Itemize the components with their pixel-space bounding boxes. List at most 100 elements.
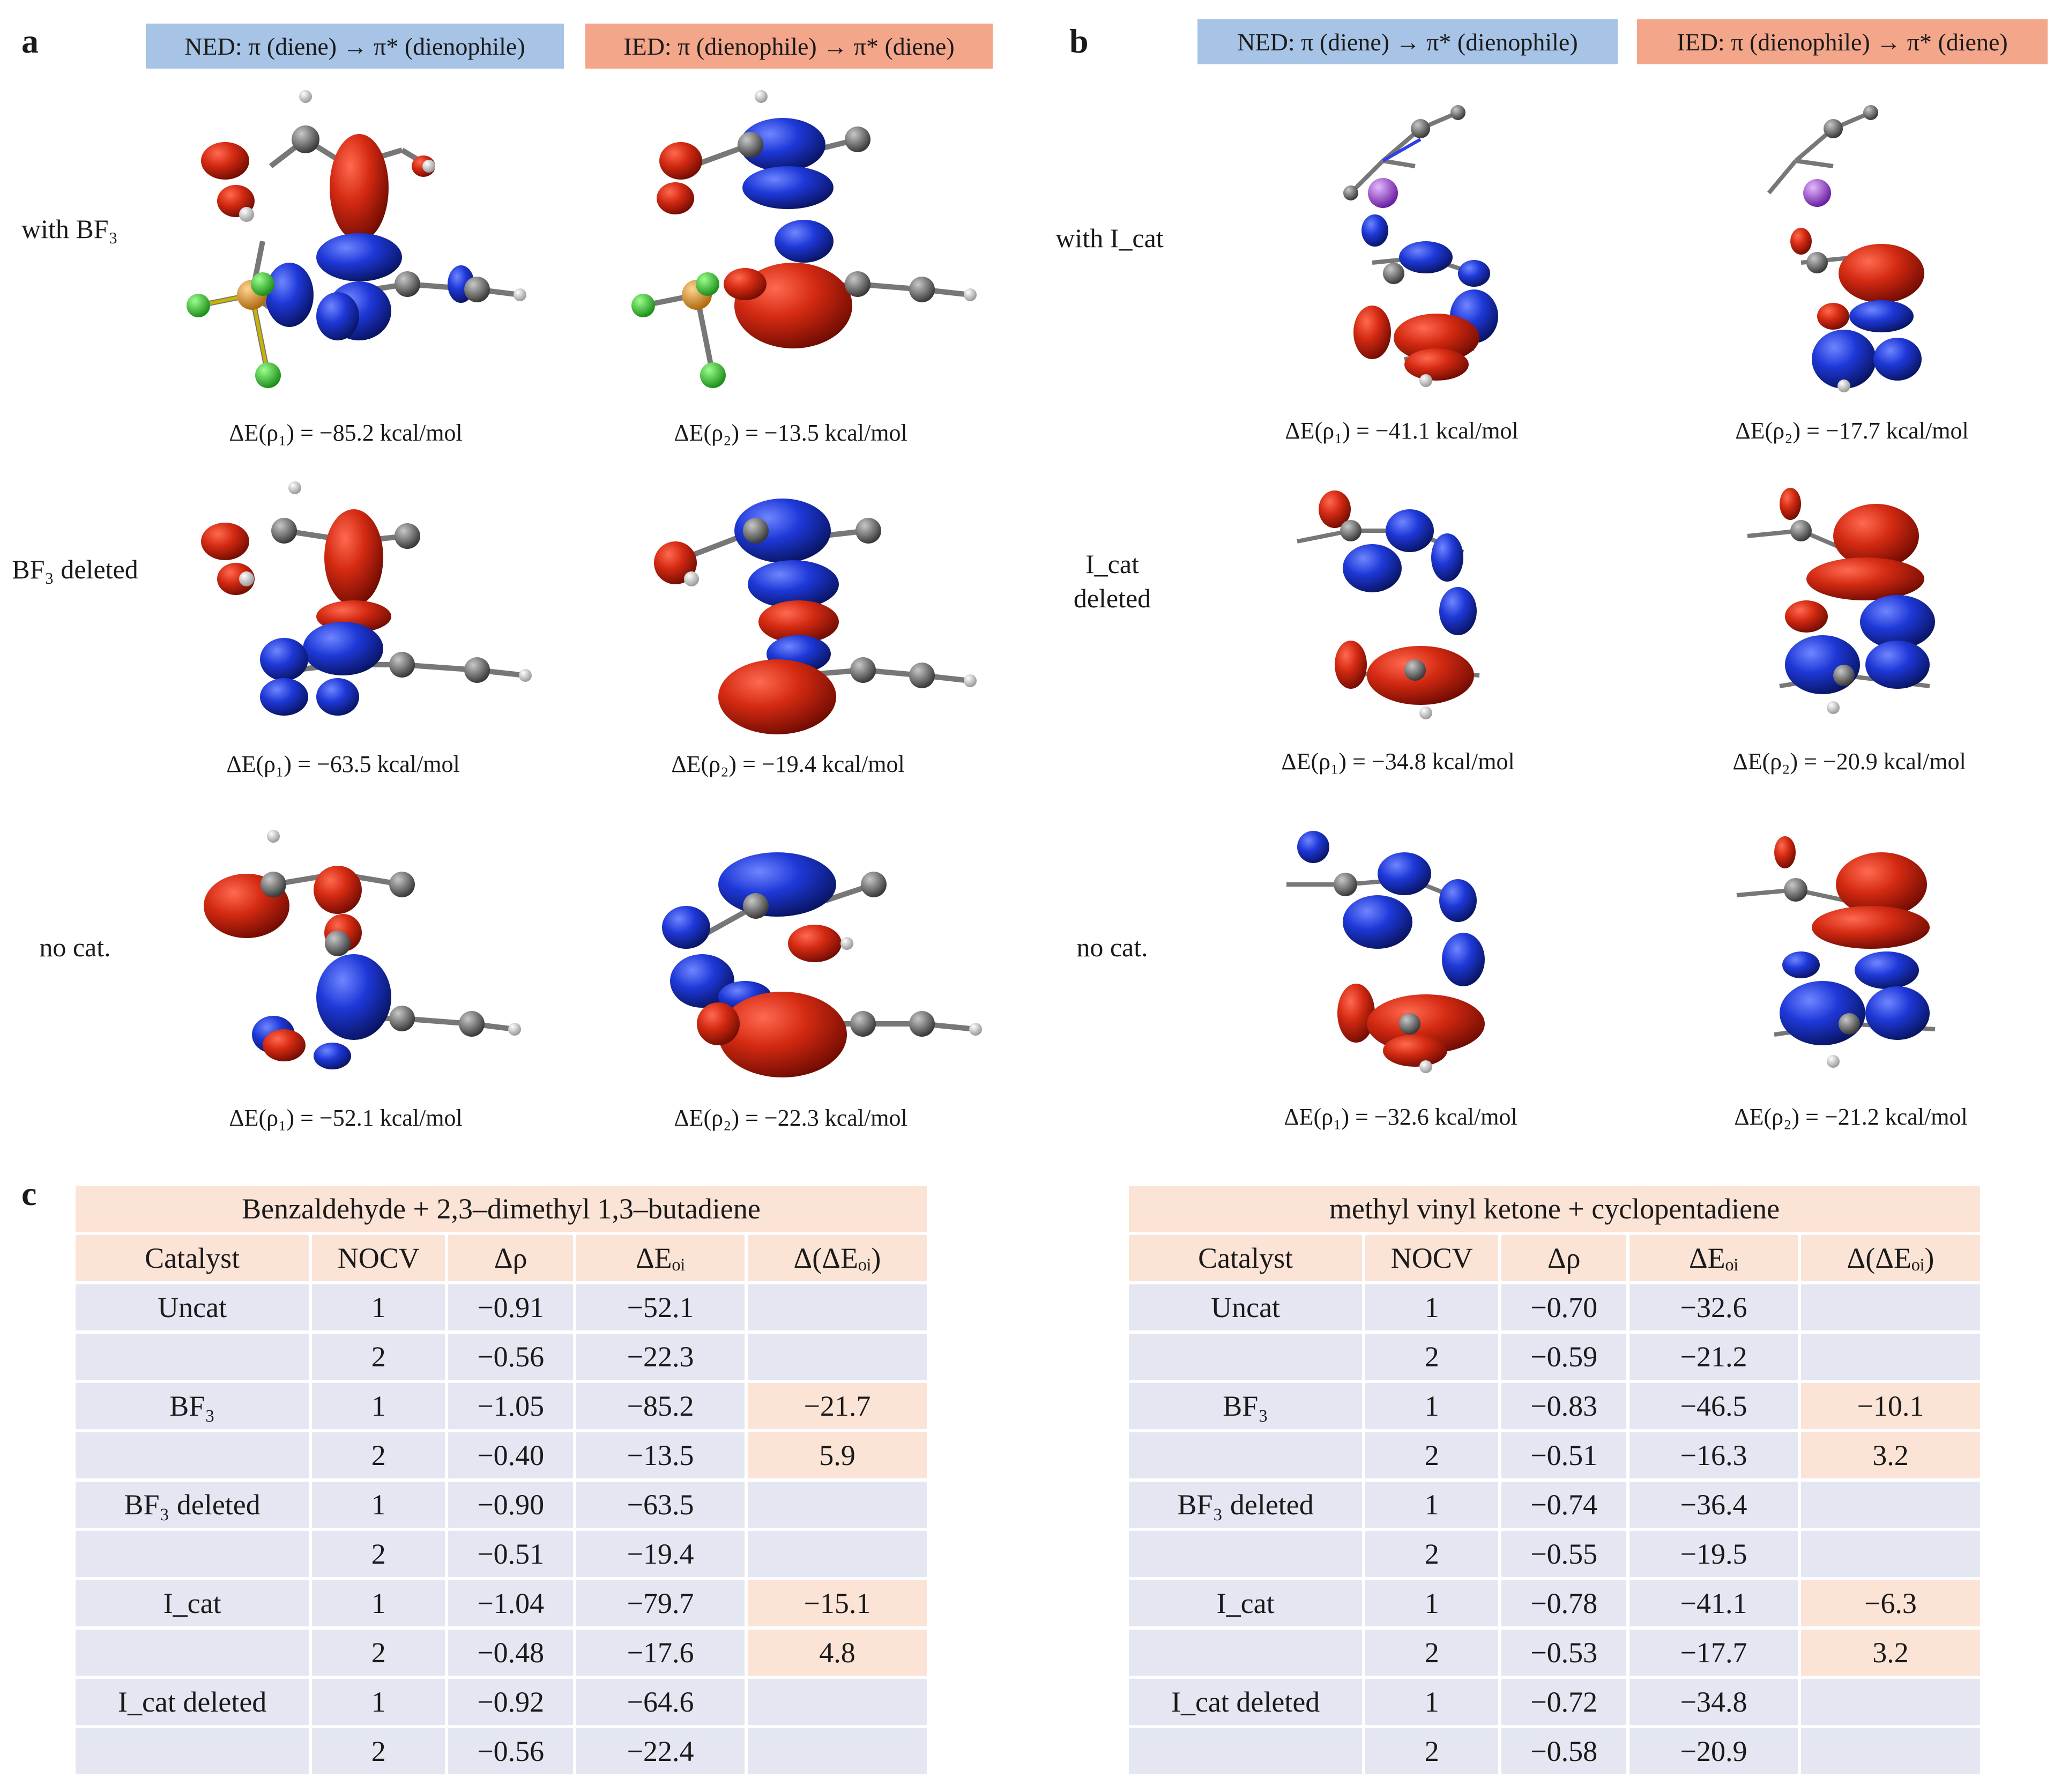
delta-eoi-cell: −85.2 (576, 1383, 745, 1429)
nocv-b-icat-nocv1-image (1343, 105, 1498, 387)
table-row: 2 −0.56 −22.3 (76, 1334, 927, 1380)
catalyst-cell: BF₃ deleted (76, 1482, 309, 1528)
delta-delta-eoi-cell (1800, 1728, 1980, 1774)
table-row: I_cat 1 −0.78 −41.1 −6.3 (1129, 1580, 1980, 1626)
delta-eoi-cell: −52.1 (576, 1284, 745, 1330)
delta-delta-eoi-cell: −10.1 (1800, 1383, 1980, 1429)
nocv-cell: 2 (1365, 1728, 1499, 1774)
delta-rho-cell: −0.48 (448, 1630, 574, 1676)
nocv-cell: 2 (1365, 1531, 1499, 1577)
delta-delta-eoi-cell (747, 1531, 927, 1577)
nocv-a-bf3deleted-nocv1-image (201, 481, 532, 716)
table-row: 2 −0.56 −22.4 (76, 1728, 927, 1774)
energy-a-r3-nocv2: ΔE(ρ₂) = −22.3 kcal/mol (674, 1105, 907, 1131)
nocv-table-benzaldehyde: Benzaldehyde + 2,3–dimethyl 1,3–butadien… (72, 1183, 930, 1778)
table-row: BF₃ deleted 1 −0.90 −63.5 (76, 1482, 927, 1528)
energy-a-r3-nocv1: ΔE(ρ₁) = −52.1 kcal/mol (229, 1105, 463, 1131)
panel-label-b: b (1069, 22, 1089, 60)
column-header-nocv: NOCV (312, 1235, 445, 1281)
table-row: I_cat deleted 1 −0.72 −34.8 (1129, 1679, 1980, 1725)
table-title: methyl vinyl ketone + cyclopentadiene (1129, 1186, 1980, 1232)
delta-eoi-cell: −79.7 (576, 1580, 745, 1626)
nocv-table-mvk: methyl vinyl ketone + cyclopentadiene Ca… (1126, 1183, 1983, 1778)
delta-rho-cell: −0.51 (448, 1531, 574, 1577)
nocv-a-nocat-nocv2-image (662, 852, 982, 1077)
catalyst-cell: BF₃ (76, 1383, 309, 1429)
delta-rho-cell: −0.40 (448, 1432, 574, 1478)
nocv-b-nocat-nocv2-image (1736, 836, 1936, 1068)
energy-a-r1-nocv1: ΔE(ρ₁) = −85.2 kcal/mol (229, 420, 463, 446)
column-header-delta-rho: Δρ (448, 1235, 574, 1281)
panel-a-row-label-no-cat: no cat. (39, 932, 111, 962)
delta-rho-cell: −0.59 (1501, 1334, 1627, 1380)
delta-eoi-cell: −17.6 (576, 1630, 745, 1676)
delta-rho-cell: −0.83 (1501, 1383, 1627, 1429)
delta-rho-cell: −0.91 (448, 1284, 574, 1330)
nocv-a-nocat-nocv1-image (204, 830, 521, 1069)
delta-delta-eoi-cell (747, 1728, 927, 1774)
table-row: BF₃ deleted 1 −0.74 −36.4 (1129, 1482, 1980, 1528)
nocv-cell: 2 (1365, 1334, 1499, 1380)
delta-delta-eoi-cell: 4.8 (747, 1630, 927, 1676)
catalyst-cell (1129, 1531, 1363, 1577)
delta-rho-cell: −1.04 (448, 1580, 574, 1626)
catalyst-cell (76, 1728, 309, 1774)
panel-label-c: c (21, 1174, 37, 1213)
panel-label-a: a (21, 22, 39, 60)
delta-delta-eoi-cell: −21.7 (747, 1383, 927, 1429)
energy-a-r1-nocv2: ΔE(ρ₂) = −13.5 kcal/mol (674, 420, 907, 446)
delta-eoi-cell: −63.5 (576, 1482, 745, 1528)
catalyst-cell (76, 1531, 309, 1577)
nocv-cell: 1 (312, 1580, 445, 1626)
delta-eoi-cell: −34.8 (1630, 1679, 1798, 1725)
delta-eoi-cell: −22.4 (576, 1728, 745, 1774)
delta-delta-eoi-cell: 3.2 (1800, 1432, 1980, 1478)
catalyst-cell: I_cat deleted (1129, 1679, 1363, 1725)
nocv-b-icatdeleted-nocv1-image (1297, 490, 1480, 719)
table-row: 2 −0.40 −13.5 5.9 (76, 1432, 927, 1478)
nocv-cell: 2 (1365, 1630, 1499, 1676)
delta-rho-cell: −0.72 (1501, 1679, 1627, 1725)
panel-a-row-label-with-bf3: with BF₃ (21, 214, 118, 244)
nocv-cell: 1 (312, 1383, 445, 1429)
delta-eoi-cell: −19.4 (576, 1531, 745, 1577)
energy-b-r1-nocv1: ΔE(ρ₁) = −41.1 kcal/mol (1285, 418, 1519, 444)
catalyst-cell (76, 1630, 309, 1676)
delta-rho-cell: −0.56 (448, 1728, 574, 1774)
energy-a-r2-nocv1: ΔE(ρ₁) = −63.5 kcal/mol (226, 751, 460, 777)
nocv-cell: 2 (312, 1531, 445, 1577)
table-row: I_cat deleted 1 −0.92 −64.6 (76, 1679, 927, 1725)
delta-eoi-cell: −17.7 (1630, 1630, 1798, 1676)
column-header-delta-delta-eoi: Δ(ΔEₒᵢ) (1800, 1235, 1980, 1281)
panel-b-row-label-icat-deleted: I_cat deleted (1073, 549, 1151, 613)
nocv-cell: 2 (312, 1432, 445, 1478)
catalyst-cell: Uncat (76, 1284, 309, 1330)
nocv-cell: 2 (312, 1728, 445, 1774)
delta-rho-cell: −0.74 (1501, 1482, 1627, 1528)
delta-rho-cell: −0.55 (1501, 1531, 1627, 1577)
table-title: Benzaldehyde + 2,3–dimethyl 1,3–butadien… (76, 1186, 927, 1232)
delta-delta-eoi-cell (747, 1679, 927, 1725)
catalyst-cell: I_cat deleted (76, 1679, 309, 1725)
delta-eoi-cell: −46.5 (1630, 1383, 1798, 1429)
table-row: BF₃ 1 −0.83 −46.5 −10.1 (1129, 1383, 1980, 1429)
energy-b-r1-nocv2: ΔE(ρ₂) = −17.7 kcal/mol (1735, 418, 1969, 444)
delta-eoi-cell: −20.9 (1630, 1728, 1798, 1774)
delta-delta-eoi-cell: −15.1 (747, 1580, 927, 1626)
panel-b-ned-header: NED: π (diene) → π* (dienophile) (1197, 19, 1618, 64)
energy-b-r2-nocv1: ΔE(ρ₁) = −34.8 kcal/mol (1281, 748, 1515, 775)
delta-rho-cell: −0.56 (448, 1334, 574, 1380)
delta-delta-eoi-cell (747, 1284, 927, 1330)
catalyst-cell (1129, 1728, 1363, 1774)
column-header-catalyst: Catalyst (1129, 1235, 1363, 1281)
nocv-a-bf3-nocv2-image (631, 90, 977, 388)
catalyst-cell: BF₃ deleted (1129, 1482, 1363, 1528)
nocv-cell: 2 (312, 1630, 445, 1676)
catalyst-cell (76, 1432, 309, 1478)
table-row: 2 −0.51 −16.3 3.2 (1129, 1432, 1980, 1478)
table-row: 2 −0.59 −21.2 (1129, 1334, 1980, 1380)
nocv-cell: 1 (1365, 1580, 1499, 1626)
table-row: I_cat 1 −1.04 −79.7 −15.1 (76, 1580, 927, 1626)
delta-eoi-cell: −36.4 (1630, 1482, 1798, 1528)
panel-a-row-label-bf3-deleted: BF₃ deleted (12, 554, 138, 584)
